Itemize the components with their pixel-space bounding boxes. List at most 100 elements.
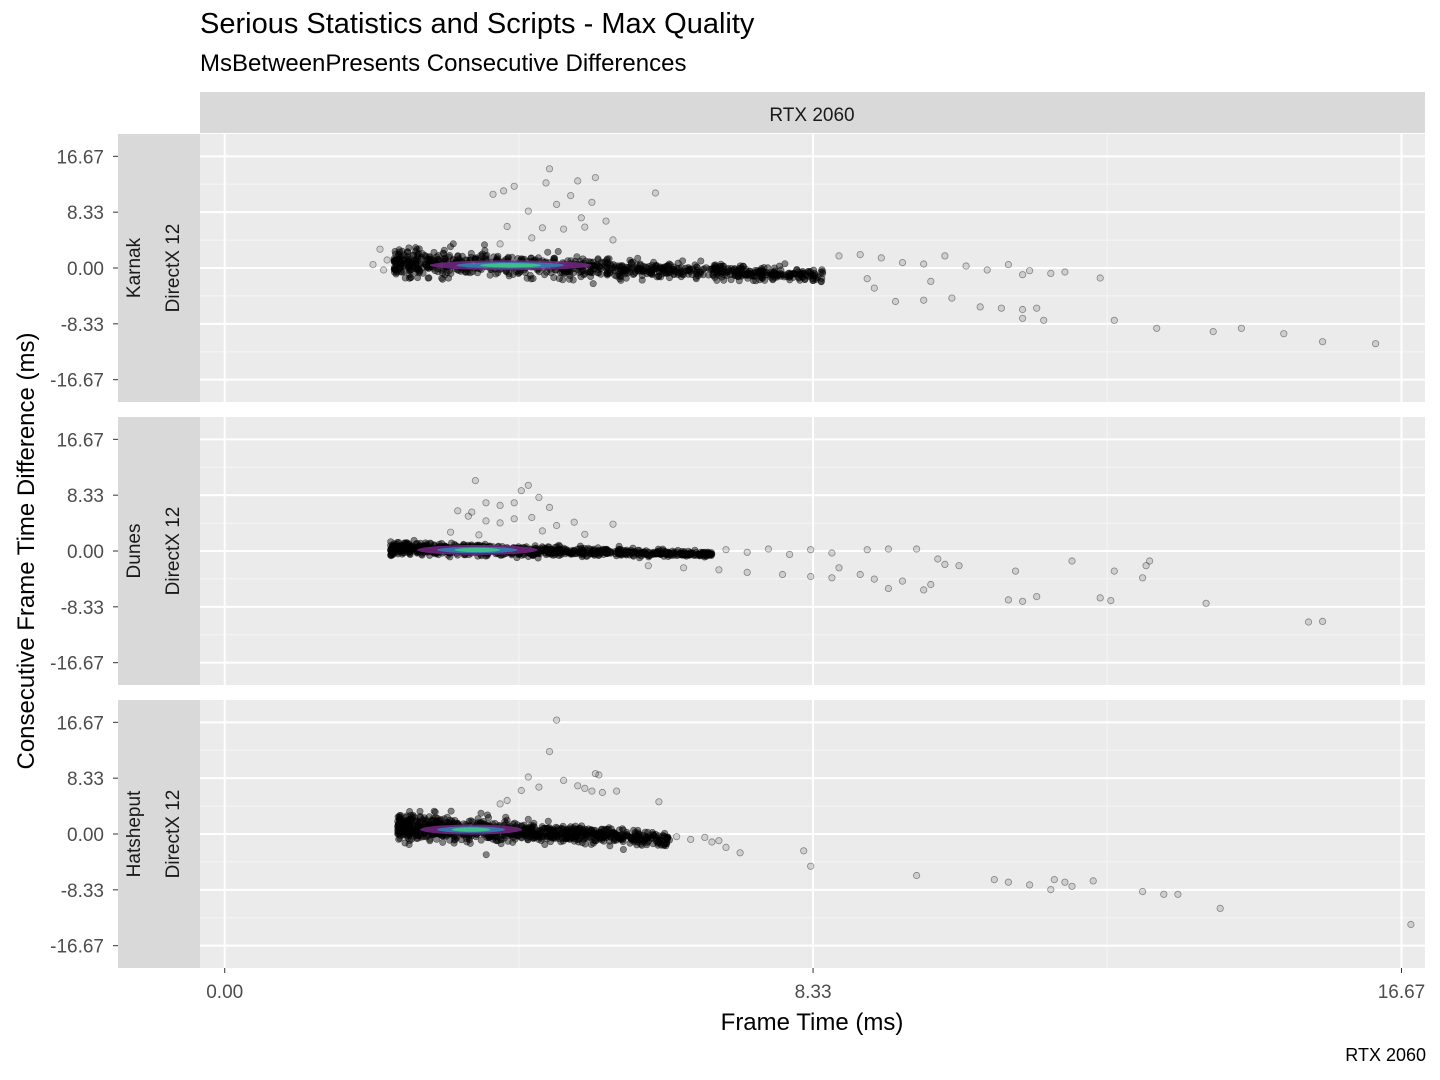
data-point [1209, 327, 1217, 336]
data-point [920, 260, 928, 268]
data-point [1004, 878, 1013, 886]
data-point [552, 716, 561, 724]
data-point [736, 849, 744, 857]
x-tick-label: 16.67 [1378, 982, 1426, 1003]
data-point [683, 267, 691, 275]
data-point [809, 277, 817, 285]
row-strip-api: DirectX 12 [163, 790, 184, 879]
data-point [920, 586, 928, 594]
data-point [877, 254, 885, 262]
data-point [734, 271, 742, 279]
data-point [1018, 271, 1027, 279]
data-point [496, 800, 504, 808]
data-point [758, 264, 766, 272]
data-point [612, 787, 621, 795]
data-point [628, 549, 636, 557]
data-point [1004, 596, 1013, 604]
data-point [481, 247, 489, 255]
points [387, 476, 1327, 626]
data-point [962, 262, 970, 270]
data-point [414, 274, 422, 282]
y-tick-label: 16.67 [56, 713, 104, 734]
data-point [1304, 618, 1313, 626]
data-point [565, 275, 573, 283]
data-point [677, 273, 685, 281]
data-point [613, 832, 621, 840]
data-point [574, 548, 582, 556]
data-point [786, 270, 794, 278]
data-point [462, 268, 470, 276]
data-point [559, 225, 568, 233]
data-point [661, 550, 669, 558]
data-point [582, 833, 590, 841]
data-point [1407, 920, 1415, 929]
data-point [661, 839, 669, 847]
data-point [648, 264, 656, 272]
data-point [870, 575, 878, 583]
data-point [817, 268, 825, 276]
data-point [570, 518, 578, 526]
data-point [535, 783, 543, 791]
data-point [835, 252, 843, 260]
data-point [545, 747, 554, 756]
data-point [818, 274, 826, 282]
data-point [510, 499, 518, 507]
data-point [912, 871, 921, 880]
data-point [548, 550, 556, 558]
y-tick-label: 16.67 [56, 430, 104, 451]
data-point [396, 264, 404, 272]
data-point [758, 273, 766, 281]
chart-subtitle: MsBetweenPresents Consecutive Difference… [200, 50, 687, 77]
data-point [1050, 875, 1058, 884]
data-point [665, 262, 673, 270]
data-point [492, 270, 500, 278]
data-point [1061, 268, 1069, 276]
data-point [603, 825, 611, 833]
data-point [548, 834, 556, 842]
data-point [383, 256, 391, 264]
facet-panel-hatsheput: Hatsheput DirectX 12 16.67 8.33 0.00 -8.33 -16… [50, 700, 1425, 968]
data-point [781, 260, 789, 268]
data-point [514, 831, 522, 839]
data-point [1280, 330, 1288, 338]
data-point [517, 487, 525, 495]
data-point [750, 269, 758, 277]
data-point [586, 545, 594, 553]
data-point [697, 257, 705, 265]
data-point [644, 562, 652, 570]
data-point [433, 835, 441, 843]
data-point [406, 836, 414, 844]
data-point [494, 837, 502, 845]
data-point [715, 837, 723, 845]
data-point [471, 476, 479, 485]
data-point [540, 832, 548, 840]
data-point [446, 252, 454, 260]
data-point [1033, 592, 1041, 601]
data-point [948, 294, 956, 302]
data-point [807, 572, 815, 581]
data-point [440, 246, 448, 254]
data-point [538, 224, 547, 232]
data-point [1033, 304, 1041, 312]
data-point [1068, 882, 1076, 890]
data-point [701, 833, 709, 842]
data-point [482, 851, 490, 859]
data-point [415, 823, 423, 831]
data-point [395, 248, 403, 256]
data-point [955, 562, 963, 570]
data-point [486, 271, 494, 279]
data-point [441, 271, 449, 279]
data-point [477, 836, 485, 844]
data-point [696, 270, 704, 278]
data-point [524, 207, 532, 215]
data-point [756, 267, 764, 275]
data-point [798, 273, 806, 281]
data-point [745, 270, 753, 278]
data-point [454, 507, 462, 515]
data-point [577, 214, 585, 222]
data-point [581, 784, 589, 793]
data-point [912, 545, 921, 553]
data-point [422, 833, 430, 841]
data-point [997, 304, 1006, 312]
